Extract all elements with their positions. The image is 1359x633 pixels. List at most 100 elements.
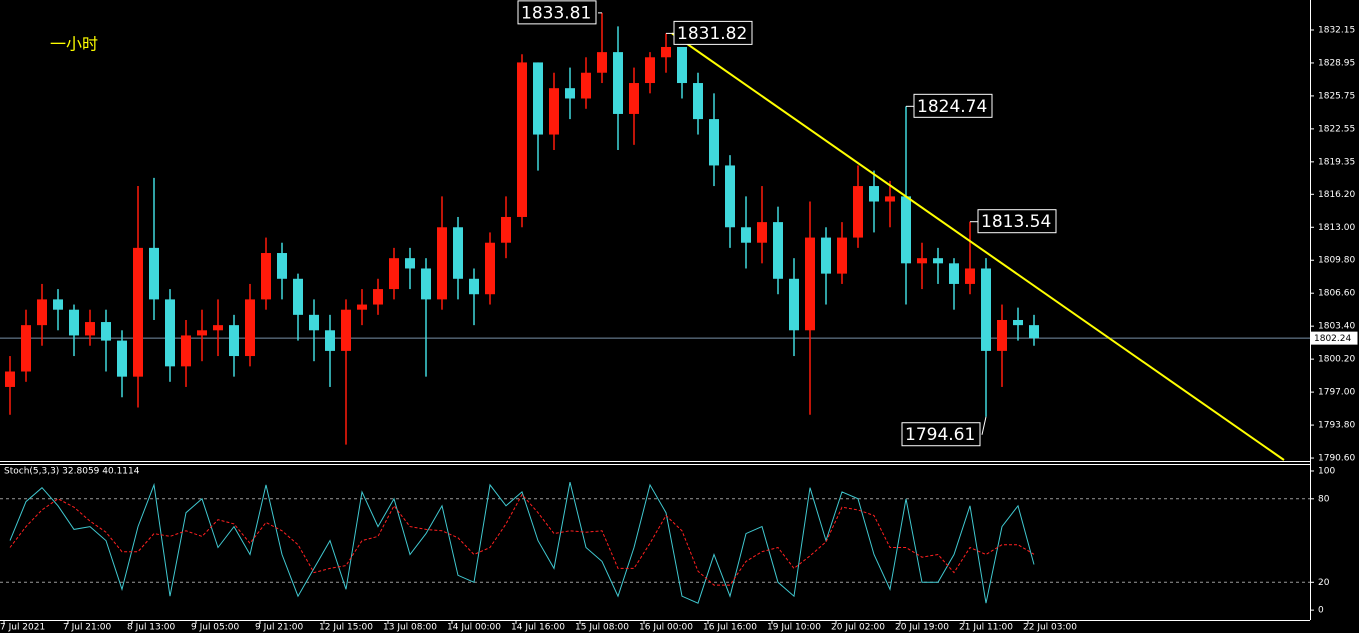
candle-body xyxy=(325,330,335,351)
y-tick-label: 1832.15 xyxy=(1318,25,1355,35)
candle-body xyxy=(373,289,383,305)
candle-body xyxy=(165,299,175,367)
candle-body xyxy=(853,186,863,238)
x-tick-label: 14 Jul 16:00 xyxy=(511,623,565,633)
candle-body xyxy=(917,258,927,264)
x-tick-label: 16 Jul 16:00 xyxy=(703,623,757,633)
candle-body xyxy=(549,88,559,135)
candle-body xyxy=(597,52,607,73)
candle-body xyxy=(965,268,975,284)
annotation-box xyxy=(901,422,981,447)
x-tick-label: 15 Jul 08:00 xyxy=(575,623,629,633)
annotation-label: 1833.81 xyxy=(521,3,591,23)
candle-body xyxy=(213,325,223,331)
candle-body xyxy=(101,322,111,341)
y-tick-label: 1819.35 xyxy=(1318,157,1355,167)
x-tick-label: 14 Jul 00:00 xyxy=(447,623,501,633)
candle-body xyxy=(821,237,831,274)
candle-body xyxy=(981,268,991,351)
x-tick-label: 20 Jul 02:00 xyxy=(831,623,885,633)
x-tick-label: 16 Jul 00:00 xyxy=(639,623,693,633)
x-tick-label: 13 Jul 08:00 xyxy=(383,623,437,633)
y-tick-label: 20 xyxy=(1318,578,1330,588)
y-tick-label: 1822.55 xyxy=(1318,124,1355,134)
candle-body xyxy=(885,196,895,202)
candle-body xyxy=(469,278,479,295)
indicator-title: Stoch(5,3,3) 32.8059 40.1114 xyxy=(4,467,140,477)
y-tick-label: 1797.00 xyxy=(1318,388,1355,398)
candle-body xyxy=(757,222,767,243)
annotation-box xyxy=(913,93,993,118)
candle-body xyxy=(421,268,431,300)
candle-body xyxy=(117,340,127,377)
candle-body xyxy=(357,304,367,310)
candle-body xyxy=(629,83,639,114)
candle-body xyxy=(949,263,959,284)
y-tick-label: 1809.80 xyxy=(1318,256,1355,266)
chart-title: 一小时 xyxy=(50,35,98,54)
last-price-box xyxy=(1310,331,1358,345)
trend-line xyxy=(671,32,1285,461)
y-tick-label: 0 xyxy=(1318,606,1324,616)
candle-body xyxy=(1029,325,1039,339)
x-tick-label: 19 Jul 10:00 xyxy=(767,623,821,633)
annotation-box xyxy=(977,209,1057,234)
x-tick-label: 12 Jul 15:00 xyxy=(319,623,373,633)
candle-body xyxy=(773,222,783,279)
candle-body xyxy=(181,335,191,367)
candle-body xyxy=(309,314,319,331)
candle-body xyxy=(789,278,799,331)
annotation-label: 1831.82 xyxy=(677,24,747,44)
y-tick-label: 1800.20 xyxy=(1318,355,1355,365)
candle-body xyxy=(293,278,303,315)
candle-body xyxy=(613,52,623,114)
x-tick-label: 20 Jul 19:00 xyxy=(895,623,949,633)
candle-body xyxy=(997,319,1007,351)
candle-body xyxy=(229,325,239,357)
candle-body xyxy=(725,165,735,228)
stoch-line xyxy=(9,481,1035,604)
y-tick-label: 80 xyxy=(1318,494,1330,504)
candle-body xyxy=(5,371,15,387)
candle-body xyxy=(437,227,447,300)
y-tick-label: 1816.20 xyxy=(1318,190,1355,200)
candle-body xyxy=(85,322,95,336)
candle-body xyxy=(869,186,879,202)
annotation-leader xyxy=(981,416,987,435)
candle-body xyxy=(37,299,47,326)
candle-body xyxy=(149,247,159,300)
annotation-label: 1794.61 xyxy=(905,425,975,445)
candle-body xyxy=(709,119,719,166)
candle-body xyxy=(677,46,687,84)
candle-body xyxy=(405,258,415,269)
y-tick-label: 1803.40 xyxy=(1318,322,1355,332)
candle-body xyxy=(389,258,399,290)
y-tick-label: 1813.00 xyxy=(1318,223,1355,233)
x-tick-label: 21 Jul 11:00 xyxy=(959,623,1013,633)
candle-body xyxy=(581,72,591,99)
x-tick-label: 8 Jul 13:00 xyxy=(127,623,176,633)
y-tick-label: 1793.80 xyxy=(1318,421,1355,431)
candle-body xyxy=(933,258,943,264)
candle-body xyxy=(261,253,271,300)
candle-body xyxy=(485,242,495,295)
x-tick-label: 7 Jul 2021 xyxy=(0,623,45,633)
candle-body xyxy=(245,299,255,357)
candle-body xyxy=(53,299,63,310)
x-tick-label: 22 Jul 03:00 xyxy=(1023,623,1077,633)
candle-body xyxy=(533,62,543,135)
x-tick-label: 7 Jul 21:00 xyxy=(63,623,112,633)
annotation-label: 1813.54 xyxy=(981,212,1051,232)
candle-body xyxy=(661,46,671,58)
candle-body xyxy=(901,196,911,264)
candle-body xyxy=(805,237,815,331)
annotation-box xyxy=(673,20,753,45)
candle-body xyxy=(1013,319,1023,326)
candle-body xyxy=(693,83,703,120)
candle-body xyxy=(517,62,527,217)
x-tick-label: 9 Jul 05:00 xyxy=(191,623,240,633)
y-tick-label: 1806.60 xyxy=(1318,289,1355,299)
stoch-line xyxy=(9,493,1035,586)
candle-body xyxy=(645,57,655,84)
